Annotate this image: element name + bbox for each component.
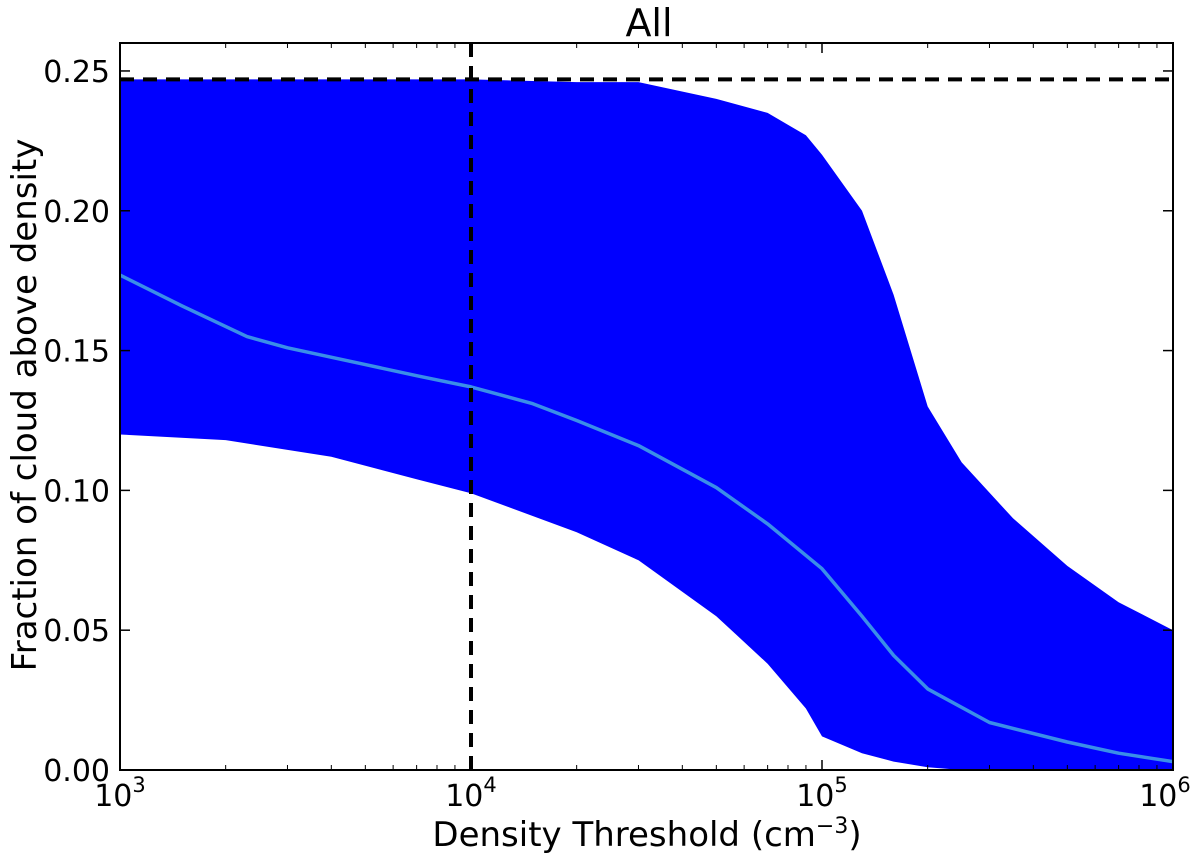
y-tick-label: 0.00 [43,754,110,789]
y-tick-label: 0.10 [43,474,110,509]
x-tick-label: 104 [445,773,497,814]
y-tick-label: 0.20 [43,195,110,230]
x-axis-title-exponent: −3 [816,814,848,839]
x-axis-title-main: Density Threshold (cm [432,815,816,855]
x-tick-label-base: 10 [1139,779,1177,814]
x-axis-title: Density Threshold (cm−3) [432,814,861,855]
x-tick-label-exponent: 5 [834,773,847,797]
plot-content [120,43,1173,770]
y-axis-title: Fraction of cloud above density [5,139,45,672]
y-tick-labels: 0.00 0.05 0.10 0.15 0.20 0.25 [43,55,110,789]
series-line-0 [120,273,1173,764]
band-area [120,79,1173,770]
x-tick-label-base: 10 [94,779,132,814]
plot-frame [119,42,1174,771]
y-tick-label: 0.25 [43,55,110,90]
x-tick-label-exponent: 6 [1177,773,1190,797]
x-tick-labels: 103 104 105 106 [94,773,1191,814]
x-tick-label: 106 [1139,773,1191,814]
x-tick-label: 103 [94,773,146,814]
x-tick-label: 105 [796,773,848,814]
y-tick-label: 0.05 [43,614,110,649]
chart-title: All [625,1,672,45]
plot-area [120,43,1173,770]
x-tick-label-base: 10 [445,779,483,814]
y-tick-label: 0.15 [43,335,110,370]
x-tick-label-exponent: 3 [132,773,145,797]
x-tick-label-base: 10 [796,779,834,814]
x-axis-title-close: ) [848,815,861,855]
x-tick-label-exponent: 4 [483,773,496,797]
